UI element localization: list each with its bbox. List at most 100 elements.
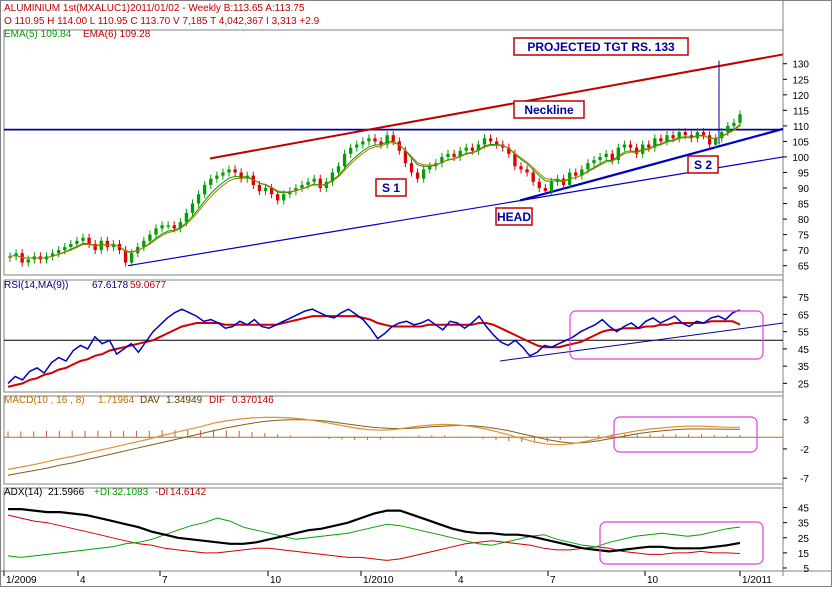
candle-body — [184, 212, 189, 223]
candle-body — [276, 194, 280, 201]
candle-body — [446, 153, 450, 157]
upper-trendline — [209, 53, 784, 160]
pdi-label: +DI — [94, 487, 110, 498]
y-axes: 6570758085909510010511011512012513025354… — [783, 60, 809, 575]
candle-body — [440, 156, 444, 164]
candle-body — [306, 181, 310, 185]
adx-line — [8, 508, 741, 553]
dav-line — [7, 419, 740, 476]
candle-body — [105, 240, 109, 248]
macd-title: MACD(10 , 16 , 8) — [4, 395, 85, 406]
candle-body — [75, 240, 79, 244]
s2-annotation: S 2 — [687, 155, 719, 174]
adx-value: 21.5966 — [48, 487, 85, 498]
candle-body — [69, 243, 73, 248]
candle-body — [519, 166, 523, 170]
candle-body — [111, 243, 116, 248]
dav-value: 1.34949 — [166, 395, 203, 406]
candle-body — [190, 203, 195, 213]
candle-body — [458, 150, 462, 157]
candle-body — [720, 132, 724, 139]
mdi-value: 14.6142 — [170, 487, 207, 498]
candle-body — [342, 153, 347, 167]
candle-body — [160, 225, 164, 229]
candle-body — [349, 147, 353, 154]
x-tick-label: 4 — [80, 575, 86, 586]
candle-body — [409, 163, 414, 173]
rsi-trendline — [499, 322, 784, 362]
price-y-tick-label: 70 — [798, 246, 810, 257]
candle-body — [172, 225, 176, 229]
candle-body — [391, 135, 395, 142]
candle-body — [549, 181, 554, 192]
candle-body — [166, 225, 170, 227]
candle-body — [330, 172, 335, 182]
x-tick-label: 4 — [458, 575, 464, 586]
candle-body — [123, 250, 128, 263]
price-y-tick-label: 95 — [798, 168, 810, 179]
candle-body — [209, 178, 213, 185]
candle-body — [373, 138, 377, 142]
candle-body — [57, 250, 61, 254]
candle-body — [196, 194, 201, 204]
dav-label: DAV — [140, 395, 160, 406]
candle-body — [726, 125, 730, 133]
candle-body — [476, 144, 481, 151]
adx-y-tick-label: 35 — [798, 519, 810, 530]
candle-body — [221, 172, 225, 176]
candle-body — [647, 144, 651, 148]
macd-highlight-box — [613, 416, 758, 453]
x-tick-label: 7 — [162, 575, 168, 586]
candle-body — [428, 166, 432, 170]
rsi-y-tick-label: 25 — [798, 379, 810, 390]
candle-body — [537, 181, 541, 189]
candle-body — [215, 175, 219, 179]
candle-body — [507, 147, 511, 154]
price-y-tick-label: 75 — [798, 231, 810, 242]
candle-body — [355, 144, 359, 148]
candle-body — [580, 169, 584, 176]
candle-body — [482, 138, 487, 145]
lower-trendline — [127, 156, 784, 267]
price-y-tick-label: 115 — [793, 106, 809, 117]
chart-title: ALUMINIUM 1st(MXALUC1)2011/01/02 - Weekl… — [4, 3, 305, 14]
adx-highlight-box — [599, 521, 764, 565]
price-y-tick-label: 110 — [793, 122, 809, 133]
price-y-tick-label: 130 — [792, 60, 809, 71]
candle-body — [488, 138, 493, 142]
candle-body — [379, 141, 383, 145]
mdi-label: -DI — [155, 487, 168, 498]
candle-body — [8, 256, 12, 258]
candle-body — [653, 138, 657, 148]
candle-body — [385, 135, 389, 145]
candle-body — [233, 169, 237, 173]
candle-body — [598, 156, 602, 161]
candle-body — [63, 247, 67, 251]
rsi-ma-line — [7, 315, 741, 388]
candle-body — [312, 178, 316, 182]
adx-y-tick-label: 25 — [798, 534, 810, 545]
candle-body — [154, 228, 158, 235]
candle-body — [495, 141, 499, 145]
candle-body — [99, 240, 103, 251]
rsi-highlight-box — [569, 310, 764, 360]
candle-body — [701, 132, 706, 136]
candle-body — [622, 144, 627, 148]
price-y-tick-label: 80 — [798, 215, 810, 226]
candle-body — [616, 147, 620, 161]
rsi-title: RSI(14,MA(9)) — [4, 280, 68, 291]
price-y-tick-label: 65 — [798, 262, 810, 273]
head-label: HEAD — [497, 210, 531, 224]
candle-body — [50, 253, 55, 257]
macd-panel-lines — [4, 416, 783, 476]
macd-y-tick-label: -2 — [800, 445, 809, 456]
candle-body — [707, 135, 712, 145]
candle-body — [26, 259, 30, 263]
rsi-panel-lines — [4, 308, 784, 388]
candle-body — [300, 184, 304, 189]
candle-body — [525, 169, 529, 173]
x-tick-label: 10 — [647, 575, 659, 586]
